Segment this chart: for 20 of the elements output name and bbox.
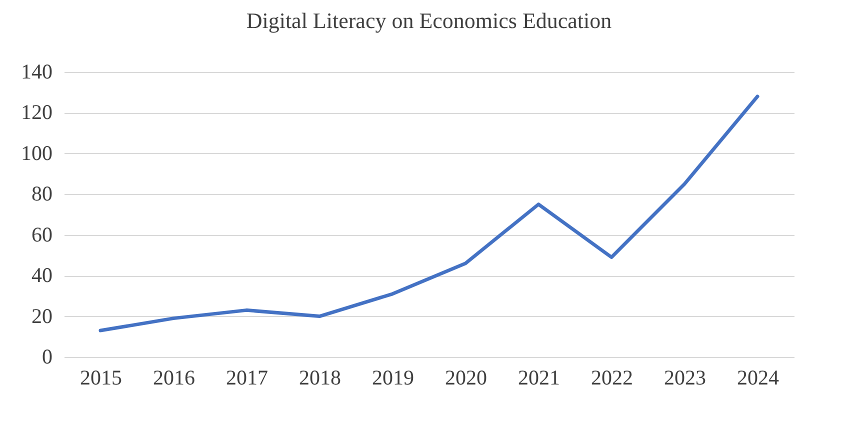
x-tick-label: 2019 (372, 366, 414, 390)
x-tick-label: 2022 (591, 366, 633, 390)
y-tick-label: 20 (32, 304, 52, 328)
x-tick-label: 2021 (518, 366, 560, 390)
y-tick-label: 80 (32, 182, 52, 206)
y-tick-label: 0 (42, 344, 52, 368)
y-tick-label: 120 (21, 100, 52, 124)
y-tick-label: 60 (32, 222, 52, 246)
x-tick-label: 2020 (445, 366, 487, 390)
x-tick-label: 2024 (737, 366, 780, 390)
x-tick-label: 2016 (153, 366, 195, 390)
chart-title: Digital Literacy on Economics Education (246, 8, 612, 33)
line-series (98, 94, 760, 332)
y-tick-label: 140 (21, 60, 52, 84)
y-tick-label: 40 (32, 263, 52, 288)
x-tick-label: 2018 (299, 366, 341, 390)
x-tick-label: 2015 (80, 366, 122, 390)
x-tick-label: 2017 (226, 366, 268, 390)
y-tick-label: 100 (21, 140, 52, 165)
x-tick-label: 2023 (664, 366, 706, 390)
